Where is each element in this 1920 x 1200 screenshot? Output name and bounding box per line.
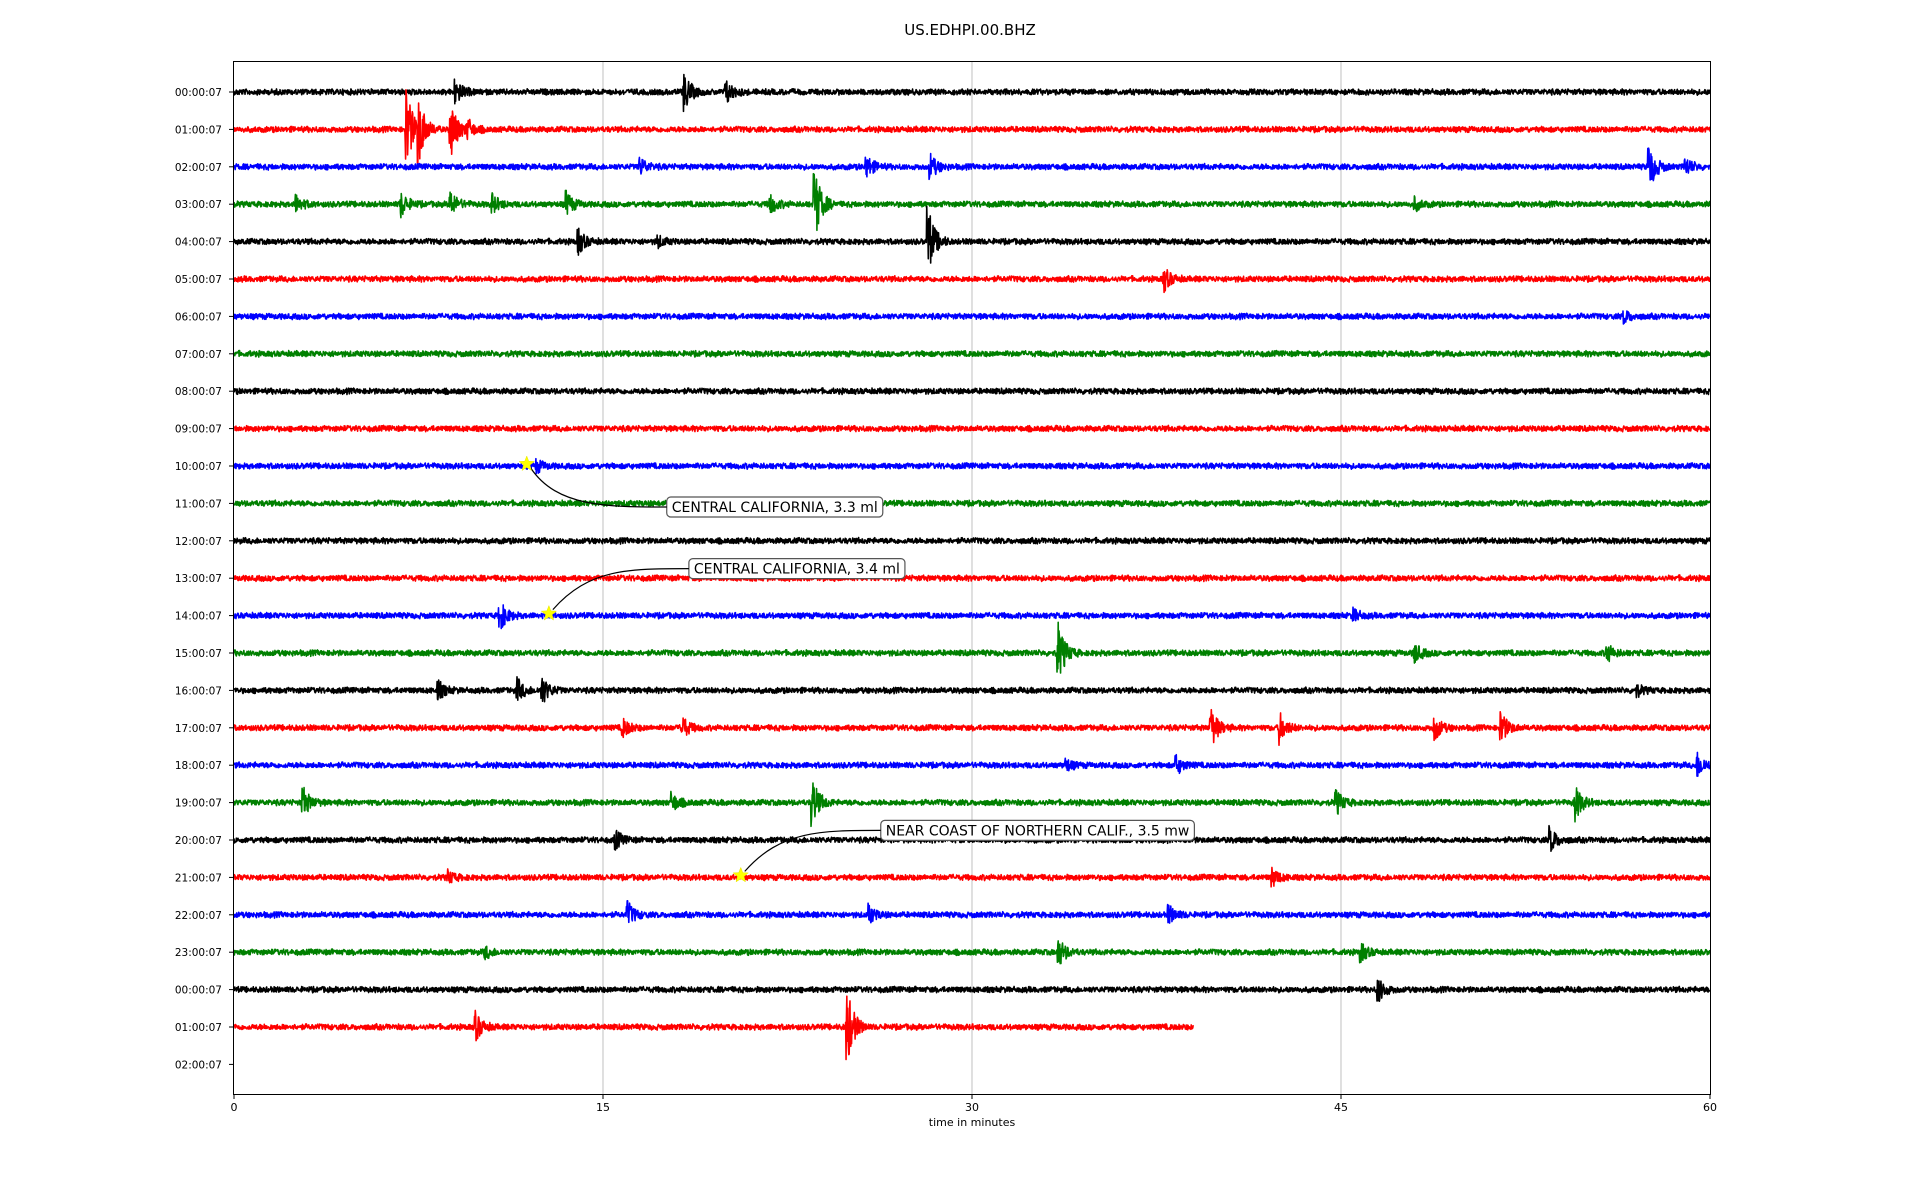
seismic-trace xyxy=(233,675,1711,703)
seismic-trace xyxy=(233,457,1711,475)
row-time-label: 14:00:07 xyxy=(175,611,222,623)
x-tick-label: 45 xyxy=(1334,1101,1348,1114)
seismic-trace xyxy=(233,147,1711,182)
seismic-trace xyxy=(233,499,1711,508)
seismic-trace xyxy=(233,310,1711,325)
event-connector xyxy=(552,568,689,610)
row-time-label: 13:00:07 xyxy=(175,573,222,585)
seismic-trace xyxy=(233,782,1711,828)
seismic-trace xyxy=(233,995,1194,1061)
event-label: CENTRAL CALIFORNIA, 3.4 ml xyxy=(694,562,900,578)
row-time-label: 00:00:07 xyxy=(175,87,222,99)
row-time-labels: 00:00:07 01:00:07 02:00:07 03:00:07 04:00:07… xyxy=(175,87,234,1071)
x-axis-ticks: 0 15 30 45 60 xyxy=(231,1094,1717,1114)
seismic-trace xyxy=(233,574,1711,583)
chart-title: US.EDHPI.00.BHZ xyxy=(904,21,1036,39)
trace-rows xyxy=(233,73,1711,1061)
x-tick-label: 15 xyxy=(596,1101,610,1114)
seismic-trace xyxy=(233,536,1711,545)
row-time-label: 09:00:07 xyxy=(175,424,222,436)
row-time-label: 23:00:07 xyxy=(175,947,222,959)
event-star-marker xyxy=(732,866,750,883)
seismic-trace xyxy=(233,866,1711,888)
row-time-label: 19:00:07 xyxy=(175,798,222,810)
event-connector xyxy=(530,467,667,508)
row-time-label: 21:00:07 xyxy=(175,872,222,884)
seismic-trace xyxy=(233,708,1711,746)
seismic-trace xyxy=(233,205,1711,264)
event-star-marker xyxy=(540,604,558,621)
seismic-trace xyxy=(233,73,1711,113)
row-time-label: 01:00:07 xyxy=(175,1022,222,1034)
seismic-trace xyxy=(233,899,1711,924)
row-time-label: 01:00:07 xyxy=(175,124,222,136)
row-time-label: 22:00:07 xyxy=(175,910,222,922)
seismic-trace xyxy=(233,172,1711,232)
event-annotation: NEAR COAST OF NORTHERN CALIF., 3.5 mw xyxy=(732,819,1195,883)
x-tick-label: 0 xyxy=(231,1101,238,1114)
seismic-trace xyxy=(233,940,1711,965)
row-time-label: 15:00:07 xyxy=(175,648,222,660)
row-time-label: 06:00:07 xyxy=(175,311,222,323)
seismic-trace xyxy=(233,604,1711,630)
event-label: NEAR COAST OF NORTHERN CALIF., 3.5 mw xyxy=(886,823,1190,839)
row-time-label: 20:00:07 xyxy=(175,835,222,847)
row-time-label: 18:00:07 xyxy=(175,760,222,772)
event-annotations: CENTRAL CALIFORNIA, 3.3 ml CENTRAL CALIFO… xyxy=(518,455,1195,883)
seismic-trace xyxy=(233,387,1711,396)
x-axis-label: time in minutes xyxy=(929,1116,1016,1129)
event-label: CENTRAL CALIFORNIA, 3.3 ml xyxy=(672,500,878,516)
row-time-label: 10:00:07 xyxy=(175,461,222,473)
row-time-label: 08:00:07 xyxy=(175,386,222,398)
row-time-label: 17:00:07 xyxy=(175,723,222,735)
event-annotation: CENTRAL CALIFORNIA, 3.3 ml xyxy=(518,455,884,518)
row-time-label: 16:00:07 xyxy=(175,685,222,697)
row-time-label: 03:00:07 xyxy=(175,199,222,211)
seismic-trace xyxy=(233,621,1711,674)
seismic-trace xyxy=(233,751,1711,777)
row-time-label: 02:00:07 xyxy=(175,1059,222,1071)
seismic-trace xyxy=(233,349,1711,358)
seismic-trace xyxy=(233,424,1711,433)
row-time-label: 12:00:07 xyxy=(175,536,222,548)
row-time-label: 11:00:07 xyxy=(175,498,222,510)
seismic-trace xyxy=(233,269,1711,294)
row-time-label: 02:00:07 xyxy=(175,162,222,174)
row-time-label: 05:00:07 xyxy=(175,274,222,286)
row-time-label: 04:00:07 xyxy=(175,237,222,249)
event-star-marker xyxy=(518,455,536,472)
event-annotation: CENTRAL CALIFORNIA, 3.4 ml xyxy=(540,557,906,621)
row-time-label: 07:00:07 xyxy=(175,349,222,361)
seismic-trace xyxy=(233,979,1711,1003)
row-time-label: 00:00:07 xyxy=(175,985,222,997)
x-tick-label: 30 xyxy=(965,1101,979,1114)
event-connector xyxy=(744,829,881,872)
seismic-trace xyxy=(233,88,1711,165)
x-tick-label: 60 xyxy=(1703,1101,1717,1114)
